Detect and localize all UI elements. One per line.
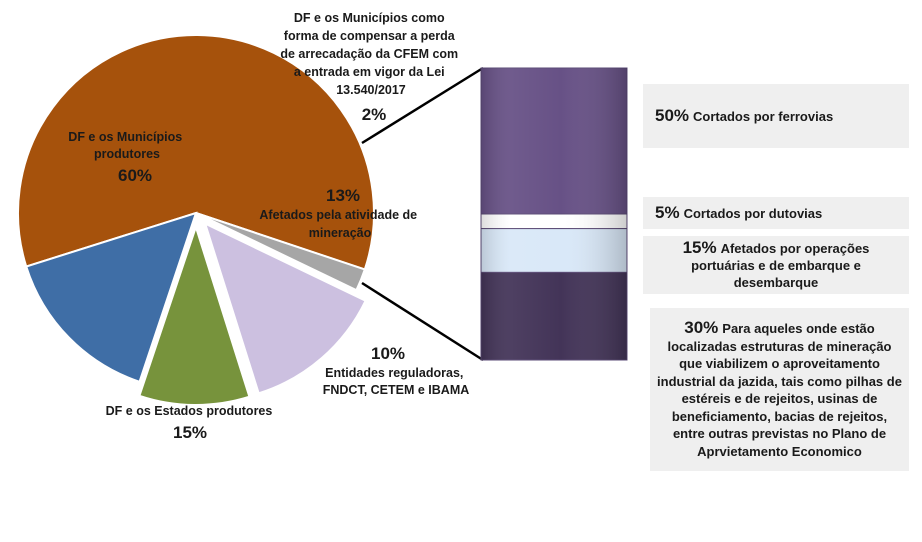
pie-slice-2 (203, 221, 367, 395)
bar-legend-box-portuarias: 15% Afetados por operações portuárias e d… (643, 236, 909, 294)
pie-label-name-4: DF e os Estados produtores (106, 404, 273, 418)
pie-slice-4 (24, 211, 198, 384)
stacked-bar (480, 67, 628, 361)
bar-shading (481, 68, 627, 360)
pie-label-name-3: Entidades reguladoras, FNDCT, CETEM e IB… (323, 366, 470, 397)
bar-legend-pct: 5% (655, 203, 680, 222)
pie-slice-3 (138, 223, 251, 406)
bar-legend-box-estruturas: 30% Para aqueles onde estão localizadas e… (650, 308, 909, 471)
bar-legend-text: Afetados por operações portuárias e de e… (691, 241, 870, 290)
pie-label-name-1: DF e os Municípios como forma de compens… (280, 11, 461, 97)
pie-label-name-0: DF e os Municípios produtores (68, 130, 185, 161)
bar-legend-box-ferrovias: 50% Cortados por ferrovias (643, 84, 909, 148)
pie-label-value-0: 60% (118, 166, 152, 185)
pie-slice-0 (17, 34, 375, 271)
bar-legend-text: Cortados por ferrovias (693, 109, 834, 124)
bar-legend-pct: 15% (682, 238, 717, 257)
pie-label-value-2: 13% (326, 186, 360, 205)
connector-line-top (361, 66, 484, 145)
bar-legend-text: Para aqueles onde estão localizadas estr… (657, 321, 902, 459)
pie-label-value-1: 2% (362, 105, 387, 124)
pie-label-value-3: 10% (371, 344, 405, 363)
pie-chart (17, 34, 375, 406)
bar-legend-text: Cortados por dutovias (683, 206, 823, 221)
bar-legend-box-dutovias: 5% Cortados por dutovias (643, 197, 909, 229)
bar-legend-pct: 50% (655, 106, 690, 125)
bar-legend-pct: 30% (684, 318, 719, 337)
pie-label-name-2: Afetados pela atividade de mineração (259, 208, 420, 240)
connector-line-bottom (361, 281, 484, 362)
pie-label-value-4: 15% (173, 423, 207, 442)
pie-slice-1 (195, 212, 367, 292)
